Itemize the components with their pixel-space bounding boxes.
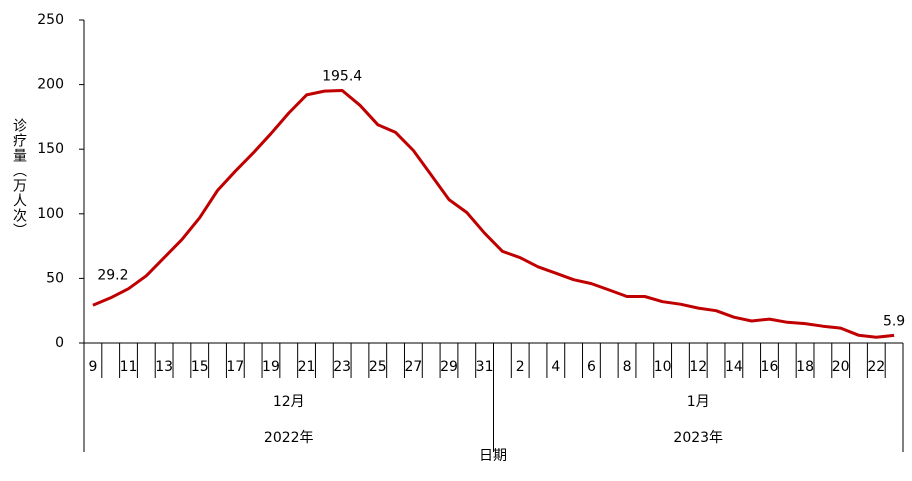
x-tick-label: 31 [476,359,494,375]
y-tick-label: 50 [46,270,64,286]
x-tick-label: 2 [516,359,525,375]
x-tick-label: 9 [88,359,97,375]
x-tick-label: 27 [404,359,422,375]
x-year-label: 2023年 [673,430,723,446]
x-tick-label: 15 [191,359,209,375]
data-label: 5.9 [883,313,905,329]
x-tick-label: 12 [689,359,707,375]
x-tick-label: 21 [298,359,316,375]
x-tick-label: 23 [333,359,351,375]
x-tick-label: 19 [262,359,280,375]
x-year-label: 2022年 [264,430,314,446]
x-month-label: 12月 [273,394,305,410]
y-tick-label: 0 [55,335,64,351]
x-tick-label: 17 [226,359,244,375]
y-tick-label: 200 [37,77,64,93]
data-label: 29.2 [97,267,128,283]
x-tick-label: 20 [832,359,850,375]
y-tick-label: 100 [37,206,64,222]
x-tick-label: 25 [369,359,387,375]
x-tick-label: 13 [155,359,173,375]
y-axis-title: 诊疗量（万人次） [11,118,27,238]
x-tick-label: 29 [440,359,458,375]
line-series [92,89,895,339]
x-tick-label: 14 [725,359,743,375]
x-tick-label: 4 [551,359,560,375]
x-tick-label: 11 [120,359,138,375]
x-tick-label: 8 [623,359,632,375]
x-tick-label: 18 [796,359,814,375]
x-month-label: 1月 [687,394,710,410]
y-tick-label: 250 [37,12,64,28]
x-tick-label: 6 [587,359,596,375]
x-axis-title: 日期 [479,448,507,464]
x-tick-label: 16 [761,359,779,375]
x-tick-label: 10 [654,359,672,375]
y-tick-label: 150 [37,141,64,157]
x-tick-label: 22 [867,359,885,375]
data-label: 195.4 [322,69,362,85]
